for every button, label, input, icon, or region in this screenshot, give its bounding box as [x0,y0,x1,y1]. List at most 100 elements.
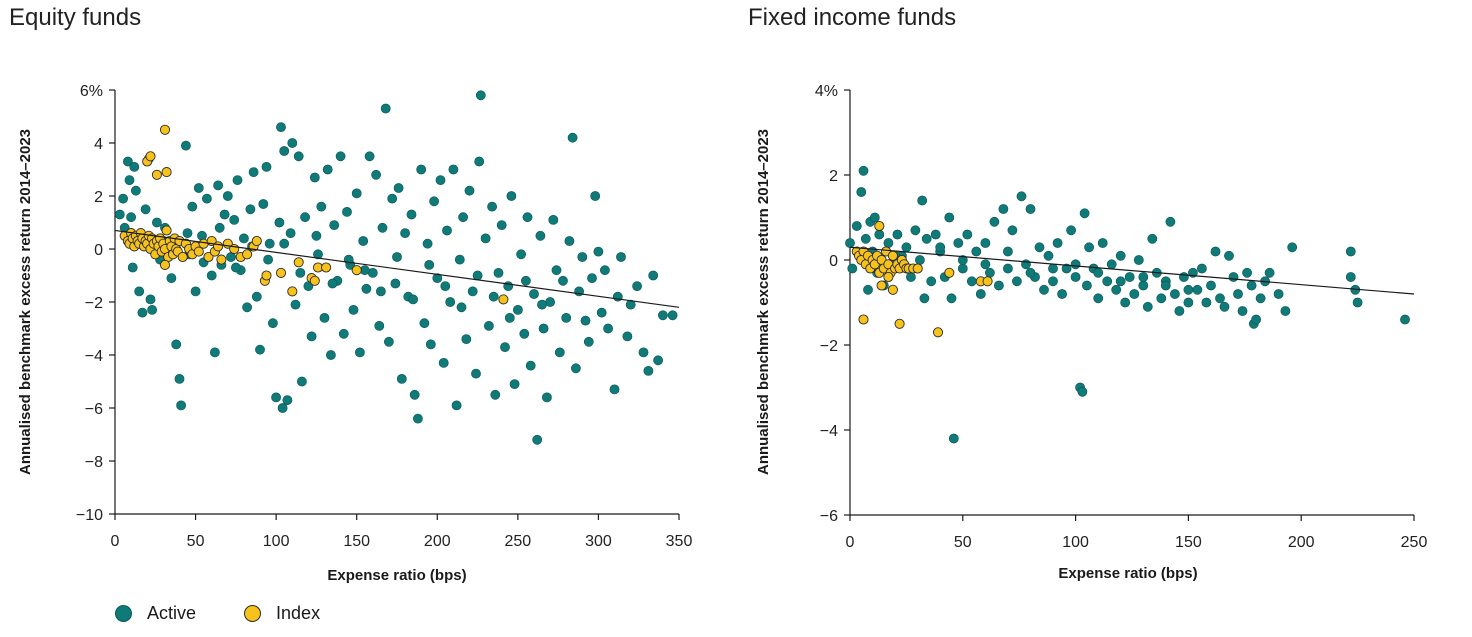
active-point [1048,263,1058,274]
active-point [306,331,317,342]
active-point [1124,272,1135,282]
active-point [561,312,572,323]
active-point [335,151,346,162]
active-point [1079,208,1090,219]
active-point [390,278,401,289]
active-point [935,242,946,253]
y-axis-title: Annualised benchmark excess return 2014–… [17,129,34,475]
index-point [159,259,171,270]
active-point [480,233,491,244]
legend-label-index: Index [276,603,321,623]
active-point [487,201,497,212]
index-point [145,151,156,162]
active-point [1025,204,1036,214]
active-point [946,293,957,304]
equity-chart-title: Equity funds [9,4,142,31]
index-point [309,275,320,286]
index-point [883,271,894,283]
active-point [863,284,873,295]
active-point [472,270,483,281]
index-point [498,294,509,305]
active-point [1003,263,1013,274]
active-point [248,167,259,177]
active-point [1345,272,1356,282]
active-point [338,328,349,339]
active-point [1061,263,1072,274]
active-point [432,273,443,283]
active-point [1165,216,1176,227]
active-point [1228,272,1239,282]
active-point [285,228,296,238]
active-point [1070,259,1081,270]
active-point [454,254,465,265]
active-point [147,304,157,315]
active-point [1115,276,1126,287]
active-point [580,315,591,326]
active-point [124,175,135,185]
active-point [392,252,402,262]
active-point [509,379,520,389]
active-point [1025,267,1036,278]
active-point [537,299,547,310]
active-point [603,323,613,334]
x-tick-label: 200 [424,533,451,550]
y-tick-label: −6 [85,401,103,418]
active-point [622,331,633,342]
active-point [279,238,290,249]
active-point [251,291,262,302]
active-point [214,222,225,233]
active-point [971,246,982,257]
active-point [193,183,204,193]
active-point [445,297,456,307]
active-point [985,267,995,278]
active-point [383,336,394,347]
active-point [456,302,467,313]
active-point [1043,250,1054,261]
active-point [1052,238,1063,248]
active-point [424,259,435,270]
active-point [475,90,486,101]
active-point [616,252,626,262]
active-point [571,363,581,374]
legend-item-index: Index [244,603,320,624]
active-point [1066,225,1076,236]
active-point [921,233,932,244]
active-point [213,180,223,191]
fixed-income-chart: −6 −4 −2 0 2 4% 0 50 100 150 200 250 Expense ratio (… [755,83,1427,582]
active-point [1246,280,1257,291]
active-point [322,164,333,175]
y-tick-label: 6% [80,83,103,100]
active-point [1034,242,1045,253]
active-point [545,297,555,307]
active-point [440,281,451,291]
active-point [295,267,306,278]
active-point [1237,306,1248,316]
x-tick-label: 100 [263,533,290,550]
active-point [930,229,941,240]
active-point [126,212,137,223]
active-point [513,304,523,315]
y-tick-label: −2 [85,295,103,312]
active-point [869,212,880,223]
x-tick-label: 250 [505,533,532,550]
active-point [944,212,955,223]
active-point [316,201,327,212]
active-point [451,400,462,411]
x-axis-title: Expense ratio (bps) [1058,565,1197,582]
y-tick-label: −6 [820,508,838,525]
active-point [416,164,427,175]
active-point [1280,306,1291,316]
active-point [957,263,968,274]
active-point [1273,289,1284,299]
active-point [118,193,128,204]
active-point [551,265,562,276]
active-point [845,238,855,248]
x-tick-label: 100 [1062,534,1089,551]
active-point [408,294,418,305]
active-point [648,270,659,281]
legend: Active Index [115,603,368,624]
active-point [1115,250,1126,261]
index-point [251,235,262,247]
active-point [1251,314,1261,325]
